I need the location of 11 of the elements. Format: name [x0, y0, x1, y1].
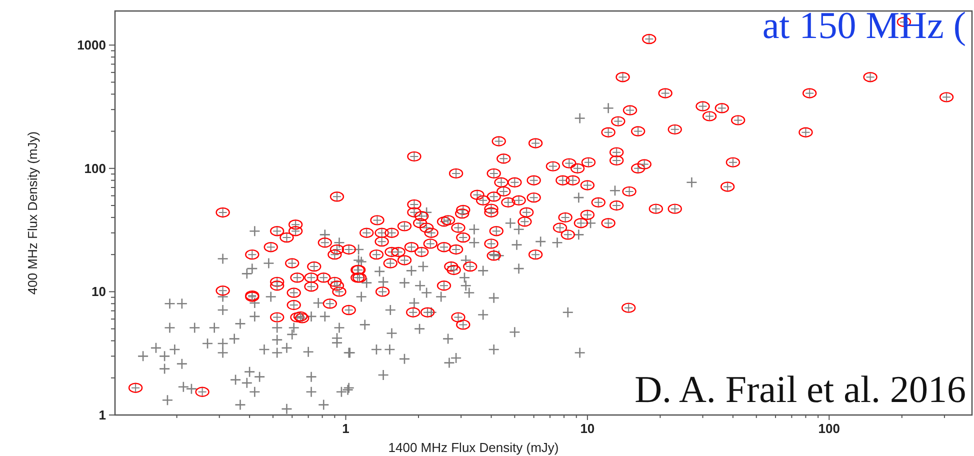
y-tick-label: 100: [84, 160, 106, 176]
x-tick-label: 1: [342, 421, 350, 436]
chart-title: at 150 MHz (: [762, 5, 966, 47]
y-tick-label: 1: [98, 408, 106, 422]
y-tick-label: 1000: [77, 38, 106, 53]
x-axis-title: 1400 MHz Flux Density (mJy): [388, 440, 559, 455]
annotation: D. A. Frail et al. 2016: [634, 369, 966, 411]
y-tick-label: 10: [92, 284, 106, 300]
y-axis-title: 400 MHz Flux Density (mJy): [25, 131, 40, 295]
x-tick-label: 10: [580, 421, 595, 436]
x-tick-label: 100: [818, 421, 840, 436]
